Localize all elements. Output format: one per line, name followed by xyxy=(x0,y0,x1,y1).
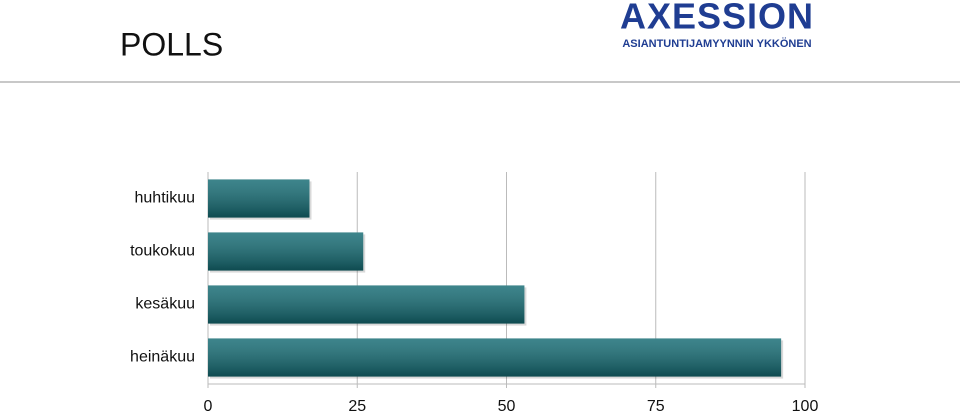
y-tick-label: kesäkuu xyxy=(135,296,195,313)
x-tick-label: 25 xyxy=(348,398,366,414)
bar-shade xyxy=(208,285,525,324)
slide-title: POLLS xyxy=(120,26,223,62)
x-tick-label: 75 xyxy=(647,398,665,414)
bar-shade xyxy=(208,179,310,218)
logo-tagline: ASIANTUNTIJAMYYNNIN YKKÖNEN xyxy=(622,37,811,50)
logo: AXESSION xyxy=(620,0,814,37)
y-tick-label: toukokuu xyxy=(130,243,195,260)
bar-shade xyxy=(208,338,782,377)
y-tick-label: huhtikuu xyxy=(135,190,196,207)
chart: 0 25 50 75 100 huhtikuu toukokuu kesäkuu heinäku… xyxy=(130,172,818,414)
x-tick-label: 0 xyxy=(204,398,213,414)
y-tick-label: heinäkuu xyxy=(130,349,195,366)
x-tick-label: 100 xyxy=(792,398,819,414)
bar-shade xyxy=(208,232,364,271)
x-tick-label: 50 xyxy=(498,398,516,414)
